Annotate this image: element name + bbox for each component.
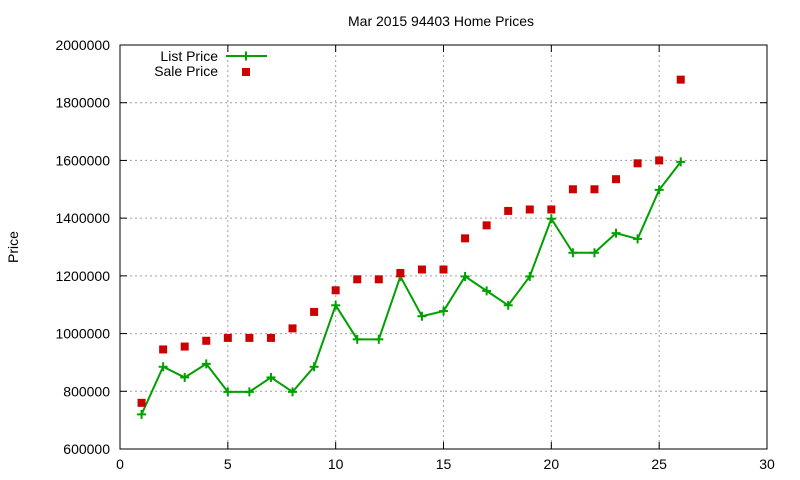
- data-point: [633, 159, 642, 168]
- data-point: [547, 205, 556, 214]
- data-point: [288, 387, 298, 397]
- series-line: [140, 161, 682, 415]
- y-tick-label: 800000: [63, 383, 110, 399]
- legend-marker: [241, 51, 251, 61]
- data-point: [482, 221, 491, 230]
- data-point: [611, 228, 621, 238]
- data-point: [288, 324, 297, 333]
- data-point: [589, 248, 599, 258]
- data-point: [676, 157, 686, 167]
- data-point: [223, 387, 233, 397]
- data-point: [245, 333, 254, 342]
- x-tick-label: 0: [116, 456, 124, 472]
- data-point: [461, 234, 470, 243]
- legend-sample-sale-price: [242, 68, 250, 76]
- data-point: [612, 175, 621, 184]
- data-point: [137, 409, 147, 419]
- data-point: [439, 306, 448, 316]
- data-point: [158, 362, 168, 372]
- data-point: [137, 398, 146, 407]
- data-point: [159, 345, 168, 354]
- y-tick-label: 600000: [63, 441, 110, 457]
- y-tick-label: 1200000: [55, 268, 110, 284]
- series: [137, 75, 686, 419]
- ticks: 0 5 10 15 20 25 30 600000 800000 1000000 1200000 14…: [55, 37, 775, 472]
- data-point: [201, 359, 211, 369]
- data-point: [590, 185, 599, 194]
- y-tick-label: 1600000: [55, 152, 110, 168]
- x-tick-label: 30: [759, 456, 775, 472]
- y-tick-label: 1800000: [55, 95, 110, 111]
- data-point: [309, 362, 319, 372]
- data-point: [525, 205, 534, 214]
- x-tick-label: 20: [544, 456, 560, 472]
- data-point: [266, 333, 275, 342]
- data-point: [568, 185, 577, 194]
- data-point: [353, 275, 362, 284]
- data-point: [482, 286, 492, 296]
- data-point: [654, 185, 664, 195]
- x-tick-label: 10: [328, 456, 344, 472]
- data-point: [546, 214, 556, 224]
- data-point: [504, 206, 513, 215]
- y-tick-label: 1000000: [55, 326, 110, 342]
- data-point: [202, 336, 211, 345]
- data-point: [676, 75, 685, 84]
- legend-label-sale-price: Sale Price: [154, 63, 218, 79]
- legend-sample-list-price: [226, 51, 267, 61]
- grid: [120, 45, 767, 449]
- data-point: [417, 265, 426, 274]
- data-point: [244, 387, 254, 397]
- series-sale-price: [137, 75, 685, 407]
- data-point: [352, 334, 362, 344]
- chart-title: Mar 2015 94403 Home Prices: [348, 13, 534, 29]
- legend: List Price Sale Price: [154, 48, 267, 79]
- data-point: [331, 300, 341, 310]
- data-point: [374, 275, 383, 284]
- data-point: [568, 248, 578, 258]
- data-point: [331, 286, 340, 295]
- legend-label-list-price: List Price: [160, 48, 218, 64]
- legend-marker: [242, 68, 250, 76]
- data-point: [396, 268, 405, 277]
- data-point: [633, 234, 643, 244]
- data-point: [655, 156, 664, 165]
- data-point: [460, 271, 470, 281]
- x-tick-label: 5: [224, 456, 232, 472]
- x-tick-label: 25: [651, 456, 667, 472]
- data-point: [180, 342, 189, 351]
- x-tick-label: 15: [436, 456, 452, 472]
- y-tick-label: 2000000: [55, 37, 110, 53]
- data-point: [266, 372, 276, 382]
- data-point: [180, 372, 190, 382]
- data-point: [223, 333, 232, 342]
- data-point: [374, 334, 384, 344]
- y-tick-label: 1400000: [55, 210, 110, 226]
- data-point: [417, 311, 427, 321]
- y-axis-label: Price: [5, 231, 21, 263]
- series-list-price: [137, 157, 686, 419]
- data-point: [525, 271, 535, 281]
- data-point: [439, 265, 448, 274]
- data-point: [503, 300, 513, 310]
- data-point: [310, 307, 319, 316]
